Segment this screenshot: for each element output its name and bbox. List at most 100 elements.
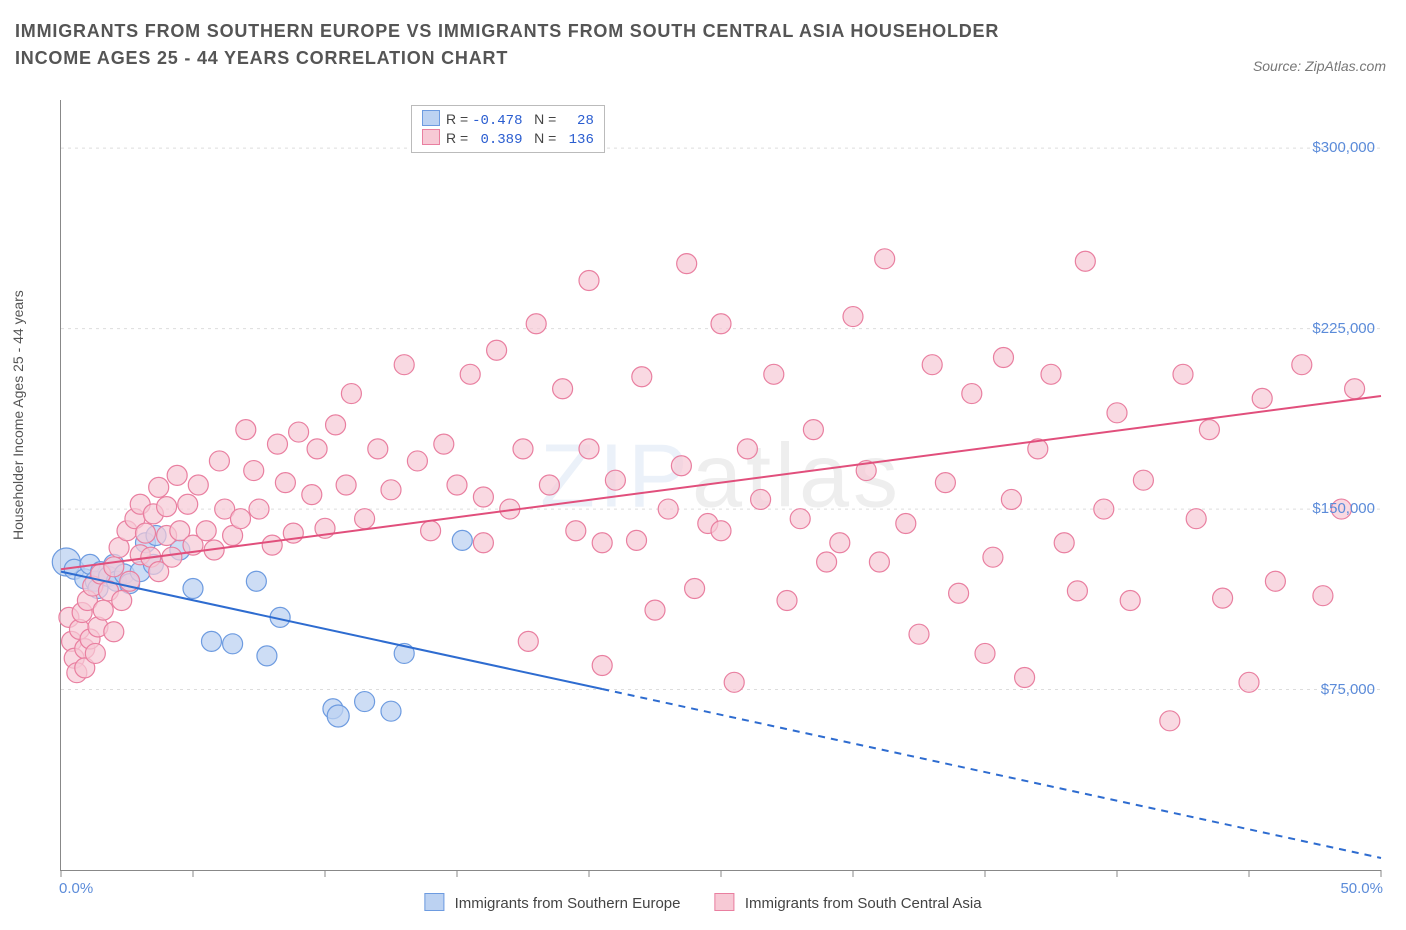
scatter-point-southern_europe xyxy=(223,634,243,654)
scatter-point-south_central_asia xyxy=(104,557,124,577)
trendline-extrapolated-southern_europe xyxy=(602,689,1381,858)
correlation-swatch-south_central_asia xyxy=(422,129,440,145)
scatter-point-south_central_asia xyxy=(1292,355,1312,375)
scatter-point-south_central_asia xyxy=(1133,470,1153,490)
scatter-point-south_central_asia xyxy=(1186,509,1206,529)
legend-swatch-southern-europe xyxy=(424,893,444,911)
scatter-point-south_central_asia xyxy=(289,422,309,442)
scatter-point-south_central_asia xyxy=(368,439,388,459)
scatter-point-south_central_asia xyxy=(592,533,612,553)
scatter-point-southern_europe xyxy=(183,578,203,598)
scatter-point-south_central_asia xyxy=(909,624,929,644)
scatter-point-southern_europe xyxy=(327,705,349,727)
scatter-point-south_central_asia xyxy=(355,509,375,529)
scatter-point-south_central_asia xyxy=(262,535,282,555)
scatter-point-south_central_asia xyxy=(167,465,187,485)
scatter-point-south_central_asia xyxy=(1160,711,1180,731)
scatter-point-southern_europe xyxy=(452,530,472,550)
scatter-point-south_central_asia xyxy=(579,270,599,290)
r-value-south_central_asia: 0.389 xyxy=(472,132,522,148)
scatter-point-south_central_asia xyxy=(434,434,454,454)
scatter-point-south_central_asia xyxy=(1054,533,1074,553)
n-value-southern_europe: 28 xyxy=(560,113,594,129)
scatter-point-south_central_asia xyxy=(157,497,177,517)
scatter-point-south_central_asia xyxy=(1345,379,1365,399)
scatter-point-south_central_asia xyxy=(1265,571,1285,591)
legend-label-south-central-asia: Immigrants from South Central Asia xyxy=(745,895,982,912)
scatter-point-south_central_asia xyxy=(149,477,169,497)
scatter-point-south_central_asia xyxy=(1094,499,1114,519)
n-value-south_central_asia: 136 xyxy=(560,132,594,148)
scatter-point-south_central_asia xyxy=(685,578,705,598)
scatter-point-south_central_asia xyxy=(935,473,955,493)
scatter-point-southern_europe xyxy=(355,692,375,712)
scatter-point-south_central_asia xyxy=(460,364,480,384)
scatter-point-south_central_asia xyxy=(162,547,182,567)
y-tick-label: $150,000 xyxy=(1312,500,1375,517)
scatter-point-south_central_asia xyxy=(830,533,850,553)
correlation-legend: R = -0.478 N = 28R = 0.389 N = 136 xyxy=(411,105,605,153)
scatter-point-south_central_asia xyxy=(209,451,229,471)
scatter-point-south_central_asia xyxy=(267,434,287,454)
scatter-point-south_central_asia xyxy=(394,355,414,375)
y-axis-label: Householder Income Ages 25 - 44 years xyxy=(10,290,26,540)
scatter-point-south_central_asia xyxy=(188,475,208,495)
scatter-point-south_central_asia xyxy=(307,439,327,459)
scatter-point-south_central_asia xyxy=(817,552,837,572)
scatter-point-south_central_asia xyxy=(249,499,269,519)
scatter-point-south_central_asia xyxy=(513,439,533,459)
scatter-point-south_central_asia xyxy=(711,521,731,541)
scatter-point-south_central_asia xyxy=(592,655,612,675)
scatter-point-south_central_asia xyxy=(1173,364,1193,384)
scatter-point-south_central_asia xyxy=(553,379,573,399)
scatter-point-south_central_asia xyxy=(803,420,823,440)
scatter-point-south_central_asia xyxy=(605,470,625,490)
scatter-point-south_central_asia xyxy=(875,249,895,269)
scatter-point-south_central_asia xyxy=(275,473,295,493)
x-tick-label: 50.0% xyxy=(1340,880,1383,897)
scatter-point-south_central_asia xyxy=(896,514,916,534)
y-tick-label: $300,000 xyxy=(1312,139,1375,156)
trendline-southern_europe xyxy=(61,572,602,689)
scatter-point-south_central_asia xyxy=(1239,672,1259,692)
correlation-row-south_central_asia: R = 0.389 N = 136 xyxy=(422,129,594,148)
scatter-point-south_central_asia xyxy=(869,552,889,572)
scatter-point-south_central_asia xyxy=(1107,403,1127,423)
scatter-point-south_central_asia xyxy=(196,521,216,541)
scatter-point-south_central_asia xyxy=(1001,489,1021,509)
scatter-point-south_central_asia xyxy=(983,547,1003,567)
scatter-point-south_central_asia xyxy=(112,591,132,611)
chart-title: IMMIGRANTS FROM SOUTHERN EUROPE VS IMMIG… xyxy=(15,18,1075,72)
scatter-point-south_central_asia xyxy=(949,583,969,603)
source-label: Source: ZipAtlas.com xyxy=(1253,58,1386,74)
scatter-point-south_central_asia xyxy=(244,461,264,481)
scatter-point-south_central_asia xyxy=(447,475,467,495)
scatter-point-south_central_asia xyxy=(1199,420,1219,440)
series-legend: Immigrants from Southern Europe Immigran… xyxy=(424,893,981,912)
scatter-point-south_central_asia xyxy=(962,384,982,404)
scatter-point-south_central_asia xyxy=(231,509,251,529)
scatter-point-south_central_asia xyxy=(104,622,124,642)
legend-swatch-south-central-asia xyxy=(715,893,735,911)
scatter-point-south_central_asia xyxy=(421,521,441,541)
scatter-point-south_central_asia xyxy=(1313,586,1333,606)
scatter-point-south_central_asia xyxy=(526,314,546,334)
scatter-point-south_central_asia xyxy=(790,509,810,529)
scatter-point-south_central_asia xyxy=(487,340,507,360)
scatter-point-south_central_asia xyxy=(751,489,771,509)
scatter-point-south_central_asia xyxy=(658,499,678,519)
scatter-point-south_central_asia xyxy=(1120,591,1140,611)
scatter-point-south_central_asia xyxy=(975,643,995,663)
y-tick-label: $225,000 xyxy=(1312,320,1375,337)
chart-container: Householder Income Ages 25 - 44 years ZI… xyxy=(15,100,1391,910)
correlation-swatch-southern_europe xyxy=(422,110,440,126)
scatter-point-south_central_asia xyxy=(85,643,105,663)
scatter-point-south_central_asia xyxy=(539,475,559,495)
r-value-southern_europe: -0.478 xyxy=(472,113,522,129)
scatter-point-south_central_asia xyxy=(407,451,427,471)
legend-label-southern-europe: Immigrants from Southern Europe xyxy=(455,895,681,912)
scatter-point-south_central_asia xyxy=(645,600,665,620)
scatter-point-southern_europe xyxy=(381,701,401,721)
scatter-point-south_central_asia xyxy=(632,367,652,387)
scatter-point-south_central_asia xyxy=(1252,388,1272,408)
